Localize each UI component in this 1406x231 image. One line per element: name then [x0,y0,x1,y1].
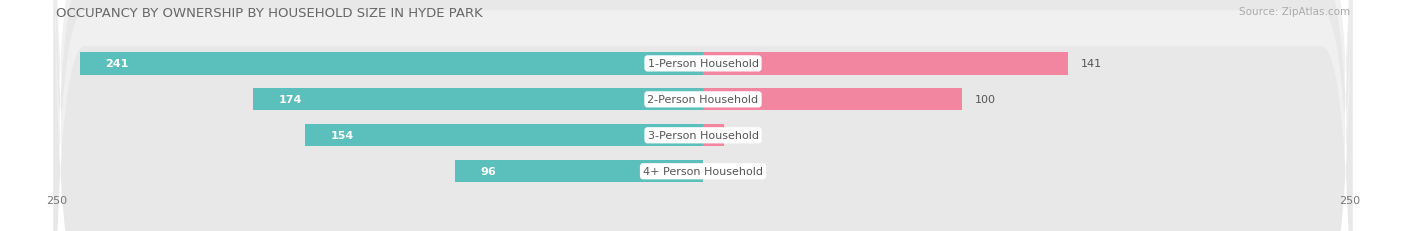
Bar [80,53,703,75]
Text: 3-Person Household: 3-Person Household [648,131,758,141]
Text: Source: ZipAtlas.com: Source: ZipAtlas.com [1239,7,1350,17]
Text: 154: 154 [330,131,354,141]
Text: 141: 141 [1081,59,1102,69]
Text: 96: 96 [481,167,496,176]
Text: 174: 174 [278,95,302,105]
Text: 241: 241 [105,59,129,69]
Text: 100: 100 [974,95,995,105]
Text: 8: 8 [737,131,744,141]
Text: 4+ Person Household: 4+ Person Household [643,167,763,176]
Bar [305,125,703,147]
Text: 1-Person Household: 1-Person Household [648,59,758,69]
Text: OCCUPANCY BY OWNERSHIP BY HOUSEHOLD SIZE IN HYDE PARK: OCCUPANCY BY OWNERSHIP BY HOUSEHOLD SIZE… [56,7,484,20]
Bar [703,125,724,147]
Bar [253,89,703,111]
Bar [454,160,703,183]
Text: 2-Person Household: 2-Person Household [647,95,759,105]
FancyBboxPatch shape [53,0,1353,231]
Bar [703,89,962,111]
FancyBboxPatch shape [53,0,1353,231]
FancyBboxPatch shape [53,0,1353,231]
Bar [703,53,1067,75]
FancyBboxPatch shape [53,0,1353,231]
Text: 0: 0 [716,167,723,176]
